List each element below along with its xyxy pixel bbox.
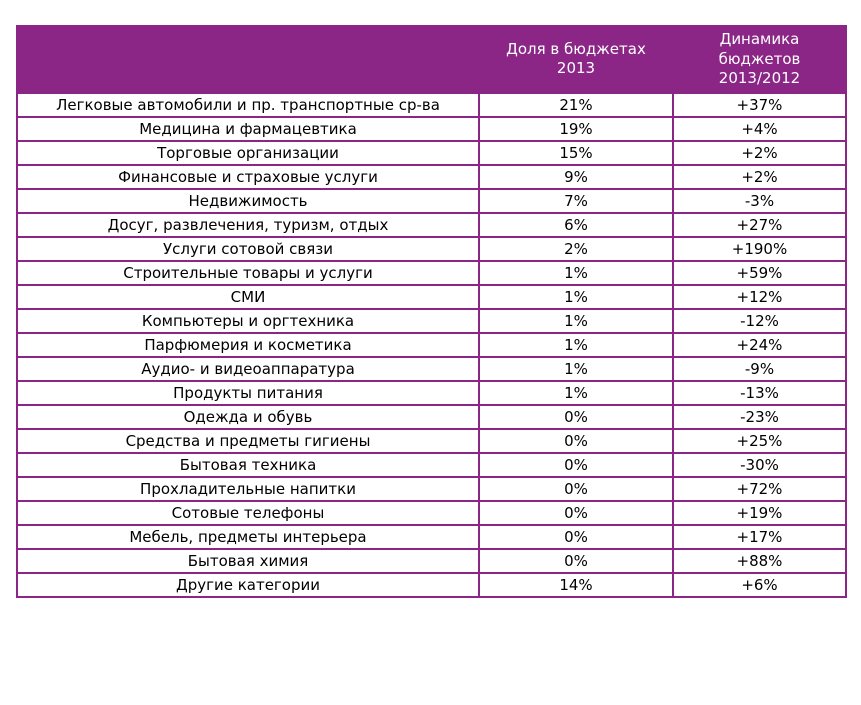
table-row: Одежда и обувь 0% -23% xyxy=(16,403,847,430)
share-cell: 1% xyxy=(478,259,674,286)
share-cell: 1% xyxy=(478,379,674,406)
dynamics-cell: +72% xyxy=(672,475,847,502)
category-cell: Средства и предметы гигиены xyxy=(16,427,480,454)
category-cell: Бытовая химия xyxy=(16,547,480,574)
share-cell: 1% xyxy=(478,355,674,382)
header-dynamics-2013-2012: Динамика бюджетов 2013/2012 xyxy=(672,25,847,94)
share-cell: 6% xyxy=(478,211,674,238)
budget-table: Доля в бюджетах 2013 Динамика бюджетов 2… xyxy=(16,25,847,598)
table-row: Финансовые и страховые услуги 9% +2% xyxy=(16,163,847,190)
category-cell: Досуг, развлечения, туризм, отдых xyxy=(16,211,480,238)
share-cell: 1% xyxy=(478,283,674,310)
dynamics-cell: +37% xyxy=(672,91,847,118)
category-cell: Торговые организации xyxy=(16,139,480,166)
table-row: Другие категории 14% +6% xyxy=(16,571,847,598)
table-row: Мебель, предметы интерьера 0% +17% xyxy=(16,523,847,550)
share-cell: 0% xyxy=(478,451,674,478)
table-header: Доля в бюджетах 2013 Динамика бюджетов 2… xyxy=(16,25,847,94)
dynamics-cell: +17% xyxy=(672,523,847,550)
table-row: Медицина и фармацевтика 19% +4% xyxy=(16,115,847,142)
table-row: Средства и предметы гигиены 0% +25% xyxy=(16,427,847,454)
share-cell: 15% xyxy=(478,139,674,166)
category-cell: Строительные товары и услуги xyxy=(16,259,480,286)
share-cell: 0% xyxy=(478,547,674,574)
dynamics-cell: +4% xyxy=(672,115,847,142)
table-row: Недвижимость 7% -3% xyxy=(16,187,847,214)
dynamics-cell: -9% xyxy=(672,355,847,382)
category-cell: Другие категории xyxy=(16,571,480,598)
dynamics-cell: +25% xyxy=(672,427,847,454)
header-share-2013: Доля в бюджетах 2013 xyxy=(478,25,674,94)
table-row: Аудио- и видеоаппаратура 1% -9% xyxy=(16,355,847,382)
dynamics-cell: +24% xyxy=(672,331,847,358)
share-cell: 0% xyxy=(478,403,674,430)
share-cell: 0% xyxy=(478,475,674,502)
share-cell: 21% xyxy=(478,91,674,118)
category-cell: Аудио- и видеоаппаратура xyxy=(16,355,480,382)
table-row: Торговые организации 15% +2% xyxy=(16,139,847,166)
share-cell: 2% xyxy=(478,235,674,262)
table-row: Бытовая химия 0% +88% xyxy=(16,547,847,574)
share-cell: 9% xyxy=(478,163,674,190)
category-cell: Прохладительные напитки xyxy=(16,475,480,502)
category-cell: Недвижимость xyxy=(16,187,480,214)
category-cell: Мебель, предметы интерьера xyxy=(16,523,480,550)
share-cell: 0% xyxy=(478,523,674,550)
share-cell: 0% xyxy=(478,427,674,454)
category-cell: Услуги сотовой связи xyxy=(16,235,480,262)
table-row: Продукты питания 1% -13% xyxy=(16,379,847,406)
category-cell: Компьютеры и оргтехника xyxy=(16,307,480,334)
dynamics-cell: +2% xyxy=(672,139,847,166)
category-cell: СМИ xyxy=(16,283,480,310)
dynamics-cell: -12% xyxy=(672,307,847,334)
category-cell: Одежда и обувь xyxy=(16,403,480,430)
table-row: Легковые автомобили и пр. транспортные с… xyxy=(16,91,847,118)
table-row: Бытовая техника 0% -30% xyxy=(16,451,847,478)
dynamics-cell: -30% xyxy=(672,451,847,478)
category-cell: Парфюмерия и косметика xyxy=(16,331,480,358)
dynamics-cell: +190% xyxy=(672,235,847,262)
share-cell: 14% xyxy=(478,571,674,598)
header-category xyxy=(16,25,480,94)
table-row: Досуг, развлечения, туризм, отдых 6% +27% xyxy=(16,211,847,238)
dynamics-cell: +59% xyxy=(672,259,847,286)
share-cell: 1% xyxy=(478,307,674,334)
category-cell: Легковые автомобили и пр. транспортные с… xyxy=(16,91,480,118)
dynamics-cell: +27% xyxy=(672,211,847,238)
share-cell: 7% xyxy=(478,187,674,214)
dynamics-cell: +12% xyxy=(672,283,847,310)
share-cell: 19% xyxy=(478,115,674,142)
category-cell: Сотовые телефоны xyxy=(16,499,480,526)
dynamics-cell: -23% xyxy=(672,403,847,430)
table-row: Строительные товары и услуги 1% +59% xyxy=(16,259,847,286)
table-row: СМИ 1% +12% xyxy=(16,283,847,310)
table-row: Парфюмерия и косметика 1% +24% xyxy=(16,331,847,358)
category-cell: Финансовые и страховые услуги xyxy=(16,163,480,190)
dynamics-cell: +19% xyxy=(672,499,847,526)
dynamics-cell: +2% xyxy=(672,163,847,190)
table-row: Услуги сотовой связи 2% +190% xyxy=(16,235,847,262)
category-cell: Продукты питания xyxy=(16,379,480,406)
share-cell: 0% xyxy=(478,499,674,526)
table-row: Прохладительные напитки 0% +72% xyxy=(16,475,847,502)
header-row: Доля в бюджетах 2013 Динамика бюджетов 2… xyxy=(16,25,847,94)
dynamics-cell: +88% xyxy=(672,547,847,574)
category-cell: Медицина и фармацевтика xyxy=(16,115,480,142)
share-cell: 1% xyxy=(478,331,674,358)
table-body: Легковые автомобили и пр. транспортные с… xyxy=(16,91,847,598)
dynamics-cell: -13% xyxy=(672,379,847,406)
table-row: Сотовые телефоны 0% +19% xyxy=(16,499,847,526)
dynamics-cell: -3% xyxy=(672,187,847,214)
table-row: Компьютеры и оргтехника 1% -12% xyxy=(16,307,847,334)
category-cell: Бытовая техника xyxy=(16,451,480,478)
dynamics-cell: +6% xyxy=(672,571,847,598)
